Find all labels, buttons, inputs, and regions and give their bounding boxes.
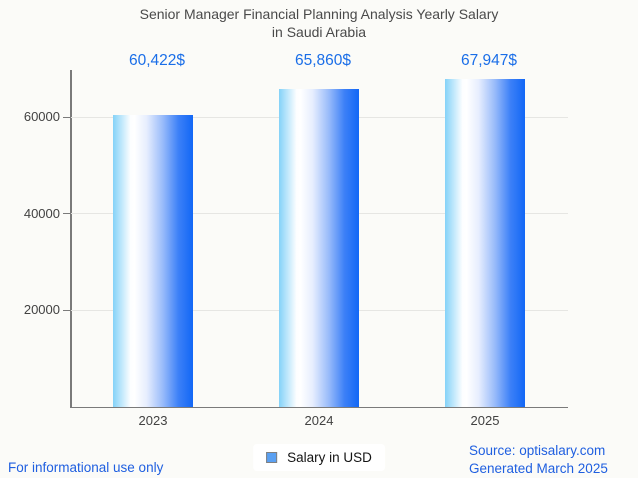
chart-title-line1: Senior Manager Financial Planning Analys… (139, 6, 499, 22)
y-tick-20000 (63, 309, 70, 311)
bar-2023[interactable] (113, 114, 193, 407)
source-link[interactable]: Source: optisalary.com (469, 443, 606, 458)
value-label-2023: 60,422$ (128, 52, 186, 69)
x-axis-line (70, 406, 568, 408)
y-tick-60000 (63, 116, 70, 118)
y-axis-line (70, 70, 72, 407)
bar-2024[interactable] (279, 88, 359, 407)
disclaimer-text: For informational use only (8, 460, 164, 475)
legend[interactable]: Salary in USD (253, 444, 385, 471)
value-label-2024: 65,860$ (294, 52, 352, 69)
x-tick-label-2023: 2023 (138, 413, 168, 428)
x-tick-label-2025: 2025 (470, 413, 500, 428)
legend-label: Salary in USD (287, 450, 372, 465)
y-tick-label-40000: 40000 (23, 205, 60, 221)
y-tick-label-60000: 60000 (23, 109, 60, 124)
legend-square-marker-icon (266, 452, 278, 463)
source-attribution: Source: optisalary.com Generated March 2… (469, 442, 608, 478)
x-tick-label-2024: 2024 (304, 413, 334, 428)
bar-2025[interactable] (445, 78, 525, 407)
chart-title-line2: in Saudi Arabia (271, 24, 367, 40)
chart-title: Senior Manager Financial Planning Analys… (0, 5, 638, 41)
y-tick-label-20000: 20000 (23, 302, 60, 318)
y-tick-40000 (63, 213, 70, 215)
generated-date: Generated March 2025 (469, 461, 608, 476)
value-label-2025: 67,947$ (460, 52, 518, 69)
